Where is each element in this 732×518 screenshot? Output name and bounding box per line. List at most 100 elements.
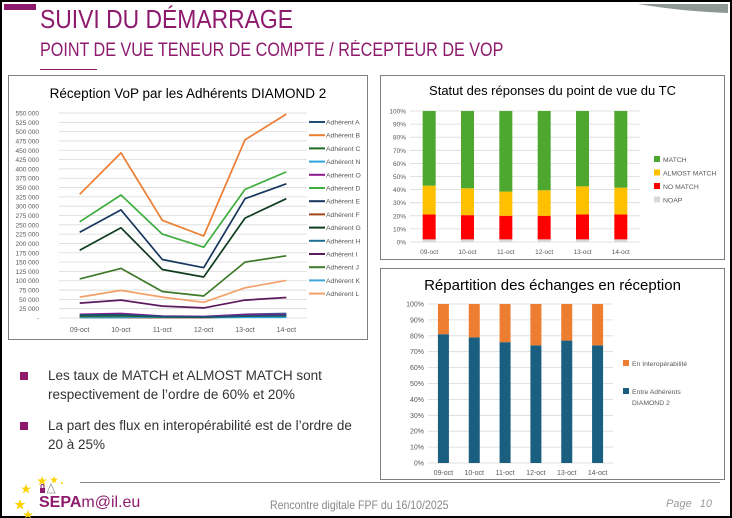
y-tick-label: 75 000 (19, 288, 39, 295)
legend-label: Adhérent G (326, 225, 361, 232)
bar-segment-no-match (537, 215, 551, 240)
y-tick-label: 20% (393, 213, 406, 220)
y-tick-label: 300 000 (16, 204, 40, 211)
page-title: SUIVI DU DÉMARRAGE (40, 4, 293, 34)
legend-label: DIAMOND 2 (632, 400, 670, 407)
series-line-adhérent-e (79, 183, 287, 269)
bar-segment-almost-match (422, 185, 436, 215)
bar-segment-no-match (499, 215, 513, 240)
title-divider (40, 69, 97, 70)
legend-label: NO MATCH (663, 184, 699, 191)
distribution-chart-title: Répartition des échanges en réception (424, 277, 681, 294)
bar-segment-entre-adhérents-diamond-2 (592, 345, 604, 463)
x-tick-label: 12-oct (526, 470, 546, 477)
bar-segment-no-match (461, 215, 474, 240)
bar-segment-match (576, 111, 589, 187)
bar-segment-noap (537, 239, 551, 242)
y-tick-label: 40% (393, 187, 406, 194)
bar-segment-almost-match (537, 190, 551, 216)
x-tick-label: 09-oct (434, 470, 454, 477)
y-tick-label: 350 000 (16, 185, 40, 192)
legend-label: Adhérent I (326, 252, 357, 259)
corner-swoosh-decoration (638, 4, 728, 13)
line-chart-title: Réception VoP par les Adhérents DIAMOND … (49, 86, 327, 101)
x-tick-label: 11-oct (497, 249, 515, 256)
x-tick-label: 14-oct (612, 249, 630, 256)
bar-segment-entre-adhérents-diamond-2 (499, 342, 511, 463)
legend-label: Adhérent J (326, 265, 359, 272)
series-line-adhérent-b (79, 113, 287, 237)
distribution-chart-panel: Répartition des échanges en réception 0%… (380, 268, 725, 480)
bar-segment-en-interopérabilité (499, 304, 511, 343)
status-chart-panel: Statut des réponses du point de vue du T… (380, 75, 725, 260)
page-subtitle: POINT DE VUE TENEUR DE COMPTE / RÉCEPTEU… (40, 40, 504, 61)
bullet-list: Les taux de MATCH et ALMOST MATCH sont r… (20, 366, 370, 466)
legend-label: Adhérent D (326, 186, 360, 193)
series-line-adhérent-i (79, 296, 287, 309)
y-tick-label: 100 000 (16, 278, 40, 285)
footer-divider (80, 482, 720, 483)
y-tick-label: 0% (414, 461, 424, 468)
y-tick-label: 70% (393, 148, 406, 155)
y-tick-label: 90% (410, 317, 424, 324)
bar-segment-match (422, 111, 436, 186)
legend-label: Adhérent H (326, 238, 360, 245)
bar-segment-almost-match (576, 186, 589, 215)
y-tick-label: 400 000 (16, 166, 40, 173)
bar-segment-match (537, 111, 551, 191)
eu-stars-icon (14, 476, 63, 518)
x-tick-label: 13-oct (235, 327, 255, 334)
y-tick-label: 80% (393, 135, 406, 142)
y-tick-label: 425 000 (16, 157, 40, 164)
bar-segment-noap (422, 239, 436, 242)
legend-label: Adhérent K (326, 278, 360, 285)
y-tick-label: 225 000 (16, 232, 40, 239)
square-bullet-icon (20, 372, 28, 380)
bar-segment-almost-match (614, 187, 628, 215)
bar-segment-entre-adhérents-diamond-2 (530, 345, 542, 463)
legend-label: NOAP (663, 198, 683, 205)
series-line-adhérent-a (79, 313, 287, 318)
legend-swatch (654, 196, 660, 203)
y-tick-label: 150 000 (16, 260, 40, 267)
bar-segment-entre-adhérents-diamond-2 (468, 337, 480, 463)
legend-swatch (654, 169, 660, 176)
x-tick-label: 09-oct (420, 249, 438, 256)
series-line-adhérent-l (79, 279, 287, 304)
y-tick-label: 90% (393, 122, 406, 129)
y-tick-label: 100% (389, 109, 406, 116)
y-tick-label: 100% (406, 302, 424, 309)
y-tick-label: 450 000 (16, 148, 40, 155)
y-tick-label: 40% (410, 397, 424, 404)
y-tick-label: 0% (397, 240, 407, 247)
bar-segment-almost-match (499, 191, 513, 216)
bar-segment-en-interopérabilité (592, 304, 604, 346)
x-tick-label: 13-oct (557, 470, 577, 477)
lock-boat-icon (40, 483, 56, 494)
square-bullet-icon (20, 422, 28, 430)
distribution-chart: 0% 10% 20% 30% 40% 50% 60% 70% 80% 90% 100% 09-oct 1… (406, 302, 687, 478)
series-line-adhérent-g (79, 197, 287, 278)
x-tick-label: 14-oct (588, 470, 608, 477)
x-tick-label: 10-oct (465, 470, 485, 477)
legend-swatch (654, 183, 660, 189)
bar-segment-no-match (576, 214, 589, 240)
bar-segment-noap (499, 239, 513, 242)
line-chart: - 25 000 50 000 75 000 100 000 125 000 150 000… (16, 111, 361, 335)
logo-text: SEPAm@il.eu (39, 494, 141, 511)
bar-segment-en-interopérabilité (468, 304, 480, 338)
status-chart: 0% 10% 20% 30% 40% 50% 60% 70% 80% 90% 100% 09-oct 1… (389, 109, 716, 257)
legend-swatch (654, 156, 660, 162)
y-tick-label: 60% (410, 365, 424, 372)
y-tick-label: - (37, 316, 39, 323)
y-tick-label: 50% (393, 174, 406, 181)
y-tick-label: 375 000 (16, 176, 40, 183)
bullet-item: Les taux de MATCH et ALMOST MATCH sont r… (20, 366, 370, 404)
y-tick-label: 25 000 (19, 306, 39, 313)
bar-segment-match (614, 111, 628, 188)
y-tick-label: 60% (393, 161, 406, 168)
x-tick-label: 11-oct (496, 470, 515, 477)
y-tick-label: 325 000 (16, 194, 40, 201)
y-tick-label: 175 000 (16, 250, 40, 257)
legend-label: Adhérent F (326, 212, 360, 219)
